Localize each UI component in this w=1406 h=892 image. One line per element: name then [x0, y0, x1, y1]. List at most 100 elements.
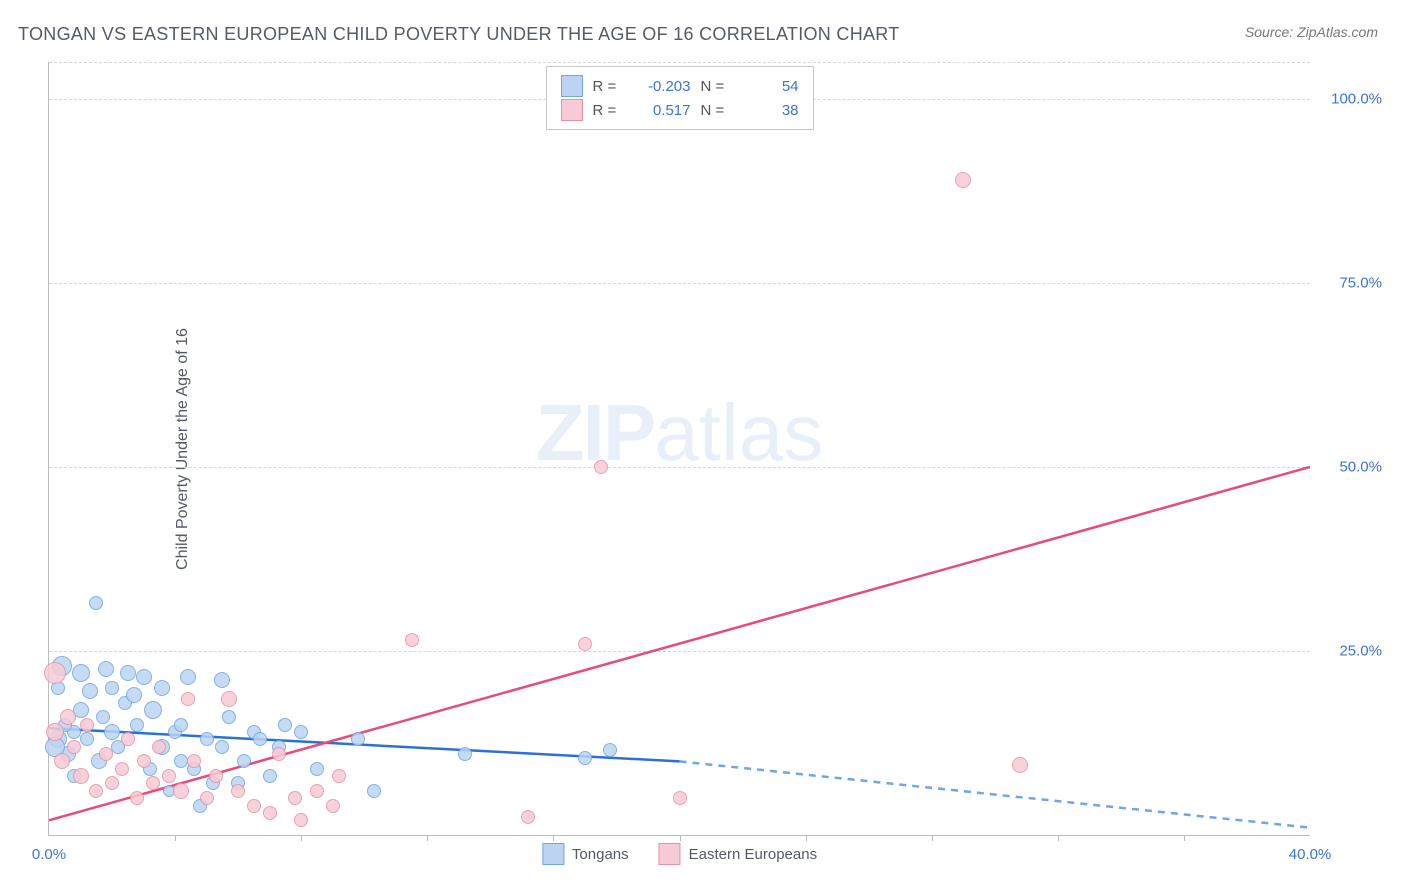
- tongans-point: [104, 724, 120, 740]
- eastern_europeans-point: [332, 769, 346, 783]
- eastern-r-value: 0.517: [633, 102, 691, 119]
- tongans-point: [367, 784, 381, 798]
- tongans-point: [144, 701, 162, 719]
- eastern_europeans-point: [673, 791, 687, 805]
- eastern_europeans-point: [187, 754, 201, 768]
- tongans-point: [180, 669, 196, 685]
- eastern_europeans-point: [221, 691, 237, 707]
- tongans-point: [105, 681, 119, 695]
- eastern_europeans-point: [521, 810, 535, 824]
- n-label: N =: [701, 78, 731, 95]
- eastern-swatch-icon: [659, 843, 681, 865]
- tongans-point: [278, 718, 292, 732]
- eastern_europeans-point: [1012, 757, 1028, 773]
- gridline: [49, 467, 1310, 468]
- x-minor-tick: [553, 835, 554, 841]
- eastern_europeans-point: [137, 754, 151, 768]
- plot-area: ZIPatlas R = -0.203 N = 54 R = 0.517 N =…: [48, 62, 1310, 836]
- eastern_europeans-point: [231, 784, 245, 798]
- eastern_europeans-point: [152, 740, 166, 754]
- x-minor-tick: [806, 835, 807, 841]
- eastern_europeans-point: [310, 784, 324, 798]
- chart-title: TONGAN VS EASTERN EUROPEAN CHILD POVERTY…: [18, 24, 900, 45]
- tongans-point: [82, 683, 98, 699]
- tongans-point: [120, 665, 136, 681]
- eastern_europeans-point: [99, 747, 113, 761]
- tongans-point: [200, 732, 214, 746]
- series-legend: Tongans Eastern Europeans: [542, 843, 817, 865]
- gridline: [49, 62, 1310, 63]
- tongans-point: [98, 661, 114, 677]
- y-tick-label: 75.0%: [1339, 274, 1382, 291]
- tongans-point: [72, 664, 90, 682]
- source-label: Source: ZipAtlas.com: [1245, 24, 1378, 40]
- eastern_europeans-point: [162, 769, 176, 783]
- tongans-swatch: [561, 75, 583, 97]
- watermark-light: atlas: [654, 388, 823, 477]
- tongans-point: [578, 751, 592, 765]
- eastern_europeans-point: [89, 784, 103, 798]
- eastern-swatch: [561, 99, 583, 121]
- eastern_europeans-point: [60, 709, 76, 725]
- tongans-point: [603, 743, 617, 757]
- tongans-point: [215, 740, 229, 754]
- x-tick-label: 0.0%: [32, 846, 66, 863]
- tongans-r-value: -0.203: [633, 78, 691, 95]
- eastern_europeans-point: [121, 732, 135, 746]
- x-minor-tick: [680, 835, 681, 841]
- eastern_europeans-point: [247, 799, 261, 813]
- y-tick-label: 25.0%: [1339, 642, 1382, 659]
- x-minor-tick: [932, 835, 933, 841]
- tongans-point: [294, 725, 308, 739]
- legend-item-eastern: Eastern Europeans: [659, 843, 817, 865]
- tongans-point: [174, 718, 188, 732]
- eastern_europeans-point: [209, 769, 223, 783]
- tongans-n-value: 54: [741, 78, 799, 95]
- x-tick-label: 40.0%: [1289, 846, 1332, 863]
- stats-row-eastern: R = 0.517 N = 38: [561, 99, 799, 121]
- tongans-point: [253, 732, 267, 746]
- tongans-point: [310, 762, 324, 776]
- eastern_europeans-point: [105, 776, 119, 790]
- chart-area: Child Poverty Under the Age of 16 ZIPatl…: [48, 62, 1310, 836]
- eastern_europeans-point: [326, 799, 340, 813]
- trend-lines: [49, 62, 1310, 835]
- eastern-n-value: 38: [741, 102, 799, 119]
- eastern_europeans-point: [130, 791, 144, 805]
- eastern_europeans-point: [181, 692, 195, 706]
- tongans-point: [237, 754, 251, 768]
- y-tick-label: 100.0%: [1331, 90, 1382, 107]
- tongans-point: [351, 732, 365, 746]
- tongans-point: [80, 732, 94, 746]
- x-minor-tick: [1184, 835, 1185, 841]
- legend-item-tongans: Tongans: [542, 843, 629, 865]
- eastern_europeans-point: [46, 723, 64, 741]
- tongans-point: [222, 710, 236, 724]
- eastern_europeans-point: [67, 740, 81, 754]
- eastern_europeans-point: [294, 813, 308, 827]
- eastern_europeans-point: [405, 633, 419, 647]
- watermark: ZIPatlas: [536, 387, 823, 479]
- eastern_europeans-point: [54, 753, 70, 769]
- tongans-point: [130, 718, 144, 732]
- eastern_europeans-point: [173, 783, 189, 799]
- eastern_europeans-point: [288, 791, 302, 805]
- tongans-point: [126, 687, 142, 703]
- x-minor-tick: [175, 835, 176, 841]
- eastern_europeans-point: [200, 791, 214, 805]
- tongans-label: Tongans: [572, 846, 629, 863]
- x-minor-tick: [427, 835, 428, 841]
- eastern_europeans-point: [263, 806, 277, 820]
- n-label: N =: [701, 102, 731, 119]
- x-minor-tick: [1058, 835, 1059, 841]
- tongans-point: [136, 669, 152, 685]
- tongans-point: [96, 710, 110, 724]
- tongans-point: [89, 596, 103, 610]
- eastern_europeans-point: [594, 460, 608, 474]
- eastern_europeans-point: [578, 637, 592, 651]
- eastern_europeans-point: [80, 718, 94, 732]
- tongans-swatch-icon: [542, 843, 564, 865]
- tongans-point: [263, 769, 277, 783]
- eastern_europeans-point: [146, 776, 160, 790]
- eastern_europeans-point: [272, 747, 286, 761]
